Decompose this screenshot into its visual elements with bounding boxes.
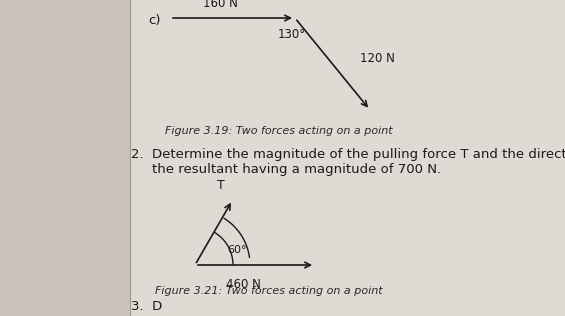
Text: c): c) bbox=[148, 14, 160, 27]
Text: the resultant having a magnitude of 700 N.: the resultant having a magnitude of 700 … bbox=[152, 163, 441, 176]
Text: 120 N: 120 N bbox=[360, 52, 395, 64]
Text: Figure 3.19: Two forces acting on a point: Figure 3.19: Two forces acting on a poin… bbox=[165, 126, 393, 136]
Text: 160 N: 160 N bbox=[203, 0, 237, 10]
Text: Determine the magnitude of the pulling force T and the direction of: Determine the magnitude of the pulling f… bbox=[152, 148, 565, 161]
Text: Figure 3.21: Two forces acting on a point: Figure 3.21: Two forces acting on a poin… bbox=[155, 286, 383, 296]
Text: 460 N: 460 N bbox=[225, 278, 260, 291]
Text: 2.: 2. bbox=[131, 148, 144, 161]
Text: 3.  D: 3. D bbox=[131, 300, 162, 313]
Text: 130°: 130° bbox=[278, 28, 306, 41]
Text: 60°: 60° bbox=[228, 245, 247, 255]
Bar bbox=[130, 0, 565, 316]
Text: T: T bbox=[217, 179, 224, 192]
